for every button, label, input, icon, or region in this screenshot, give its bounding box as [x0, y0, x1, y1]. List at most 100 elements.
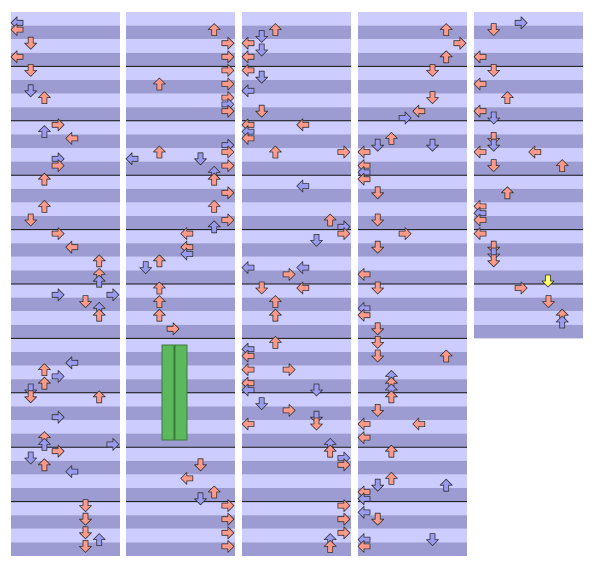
beat-stripe [11, 270, 120, 284]
beat-stripe [126, 542, 235, 556]
beat-stripe [126, 66, 235, 80]
beat-stripe [358, 93, 467, 108]
beat-stripe [11, 148, 120, 162]
beat-stripe [11, 202, 120, 216]
chart-panel [125, 12, 235, 556]
beat-stripe [126, 188, 235, 203]
beat-stripe [126, 270, 235, 284]
beat-stripe [126, 161, 235, 176]
beat-stripe [358, 188, 467, 203]
beat-stripe [11, 39, 120, 53]
beat-stripe [242, 39, 351, 53]
beat-stripe [11, 52, 120, 67]
beat-stripe [11, 311, 120, 325]
beat-stripe [358, 229, 467, 244]
beat-stripe [11, 80, 120, 94]
beat-stripe [358, 270, 467, 284]
beat-stripe [242, 229, 351, 244]
beat-stripe [474, 175, 583, 189]
beat-stripe [358, 175, 467, 189]
beat-stripe [474, 93, 583, 108]
beat-stripe [242, 542, 351, 556]
beat-stripe [126, 107, 235, 121]
beat-stripe [242, 433, 351, 448]
beat-stripe [474, 107, 583, 121]
beat-stripe [358, 352, 467, 366]
beat-stripe [126, 501, 235, 516]
beat-stripe [126, 297, 235, 312]
beat-stripe [242, 66, 351, 80]
freeze-arrow [174, 344, 188, 441]
beat-stripe [242, 338, 351, 352]
beat-stripe [126, 202, 235, 216]
beat-stripe [358, 39, 467, 53]
beat-stripe [242, 25, 351, 40]
beat-stripe [126, 488, 235, 502]
beat-stripe [11, 474, 120, 488]
beat-stripe [11, 175, 120, 189]
beat-stripe [11, 365, 120, 380]
beat-stripe [126, 148, 235, 162]
beat-stripe [11, 542, 120, 556]
beat-stripe [11, 379, 120, 393]
beat-stripe [358, 392, 467, 407]
beat-stripe [11, 501, 120, 516]
chart-panel [241, 12, 351, 556]
beat-stripe [126, 460, 235, 475]
beat-stripe [474, 25, 583, 40]
beat-stripe [358, 25, 467, 40]
beat-stripe [242, 148, 351, 162]
beat-stripe [242, 188, 351, 203]
beat-stripe [474, 270, 583, 284]
beat-stripe [474, 12, 583, 26]
beat-stripe [11, 338, 120, 352]
beat-stripe [242, 93, 351, 108]
beat-stripe [358, 284, 467, 298]
beat-stripe [358, 243, 467, 257]
beat-stripe [358, 311, 467, 325]
beat-stripe [126, 93, 235, 108]
beat-stripe [11, 25, 120, 40]
beat-stripe [242, 528, 351, 543]
beat-stripe [474, 39, 583, 53]
beat-stripe [242, 270, 351, 284]
beat-stripe [358, 66, 467, 80]
beat-stripe [11, 515, 120, 529]
beat-stripe [242, 420, 351, 434]
beat-stripe [126, 120, 235, 135]
beat-stripe [242, 284, 351, 298]
beat-stripe [474, 229, 583, 244]
beat-stripe [126, 284, 235, 298]
beat-stripe [11, 284, 120, 298]
beat-stripe [474, 311, 583, 325]
beat-stripe [358, 542, 467, 556]
beat-stripe [242, 379, 351, 393]
beat-stripe [242, 297, 351, 312]
beat-stripe [358, 134, 467, 148]
beat-stripe [126, 134, 235, 148]
beat-stripe [11, 66, 120, 80]
beat-stripe [11, 243, 120, 257]
beat-stripe [242, 161, 351, 176]
beat-stripe [11, 93, 120, 108]
beat-stripe [11, 229, 120, 244]
beat-stripe [242, 365, 351, 380]
beat-stripe [358, 474, 467, 488]
beat-stripe [11, 392, 120, 407]
beat-stripe [126, 528, 235, 543]
beat-stripe [474, 120, 583, 135]
beat-stripe [474, 52, 583, 67]
beat-stripe [474, 80, 583, 94]
beat-stripe [474, 134, 583, 148]
beat-stripe [358, 12, 467, 26]
beat-stripe [11, 420, 120, 434]
beat-stripe [11, 107, 120, 121]
beat-stripe [358, 447, 467, 461]
beat-stripe [242, 311, 351, 325]
beat-stripe [11, 12, 120, 26]
beat-stripe [242, 202, 351, 216]
beat-stripe [358, 202, 467, 216]
beat-stripe [126, 515, 235, 529]
beat-stripe [242, 243, 351, 257]
